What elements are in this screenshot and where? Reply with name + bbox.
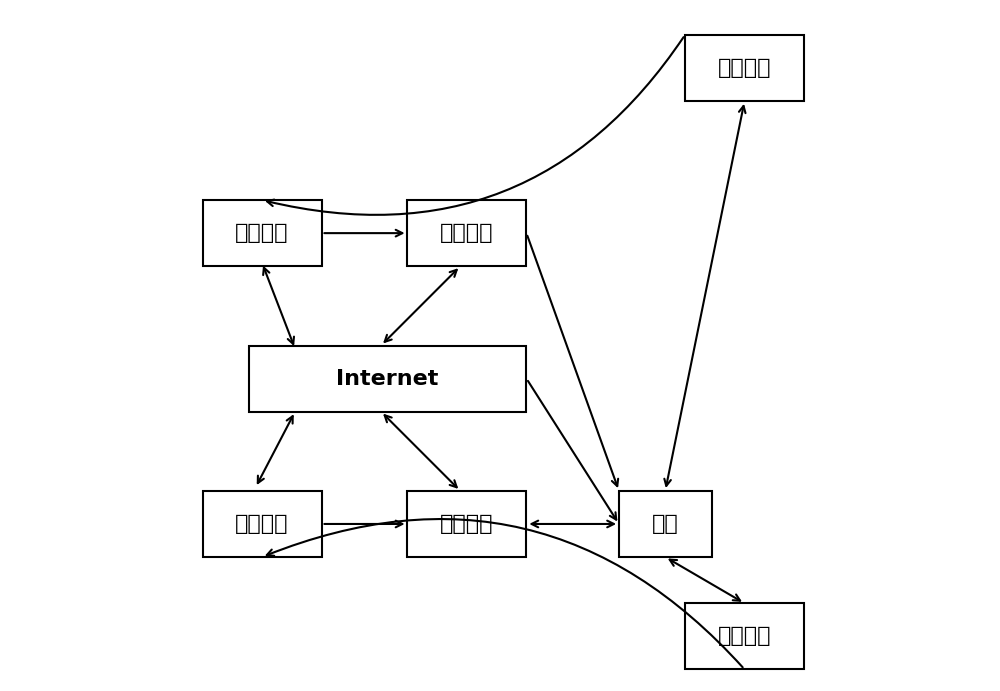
Text: 流程设计: 流程设计 xyxy=(235,223,289,243)
Text: 流程设计: 流程设计 xyxy=(235,514,289,534)
Text: 流程优化: 流程优化 xyxy=(718,58,771,78)
Text: Internet: Internet xyxy=(336,368,439,388)
FancyArrowPatch shape xyxy=(258,416,293,483)
FancyArrowPatch shape xyxy=(664,106,745,486)
Text: 流程执行: 流程执行 xyxy=(440,223,494,243)
FancyArrowPatch shape xyxy=(324,230,402,236)
Text: 流程优化: 流程优化 xyxy=(718,626,771,646)
FancyBboxPatch shape xyxy=(203,491,322,557)
FancyBboxPatch shape xyxy=(619,491,712,557)
FancyArrowPatch shape xyxy=(385,415,457,487)
FancyBboxPatch shape xyxy=(685,603,804,670)
FancyBboxPatch shape xyxy=(249,346,526,412)
FancyArrowPatch shape xyxy=(670,560,740,600)
FancyArrowPatch shape xyxy=(267,37,684,215)
FancyArrowPatch shape xyxy=(267,519,743,668)
FancyArrowPatch shape xyxy=(385,269,457,342)
FancyBboxPatch shape xyxy=(407,200,526,266)
FancyArrowPatch shape xyxy=(527,236,618,486)
FancyArrowPatch shape xyxy=(528,381,616,520)
FancyBboxPatch shape xyxy=(203,200,322,266)
FancyArrowPatch shape xyxy=(532,520,614,527)
FancyArrowPatch shape xyxy=(324,520,402,527)
Text: 流程执行: 流程执行 xyxy=(440,514,494,534)
FancyArrowPatch shape xyxy=(263,267,294,344)
Text: 汇总: 汇总 xyxy=(652,514,679,534)
FancyBboxPatch shape xyxy=(685,35,804,101)
FancyBboxPatch shape xyxy=(407,491,526,557)
